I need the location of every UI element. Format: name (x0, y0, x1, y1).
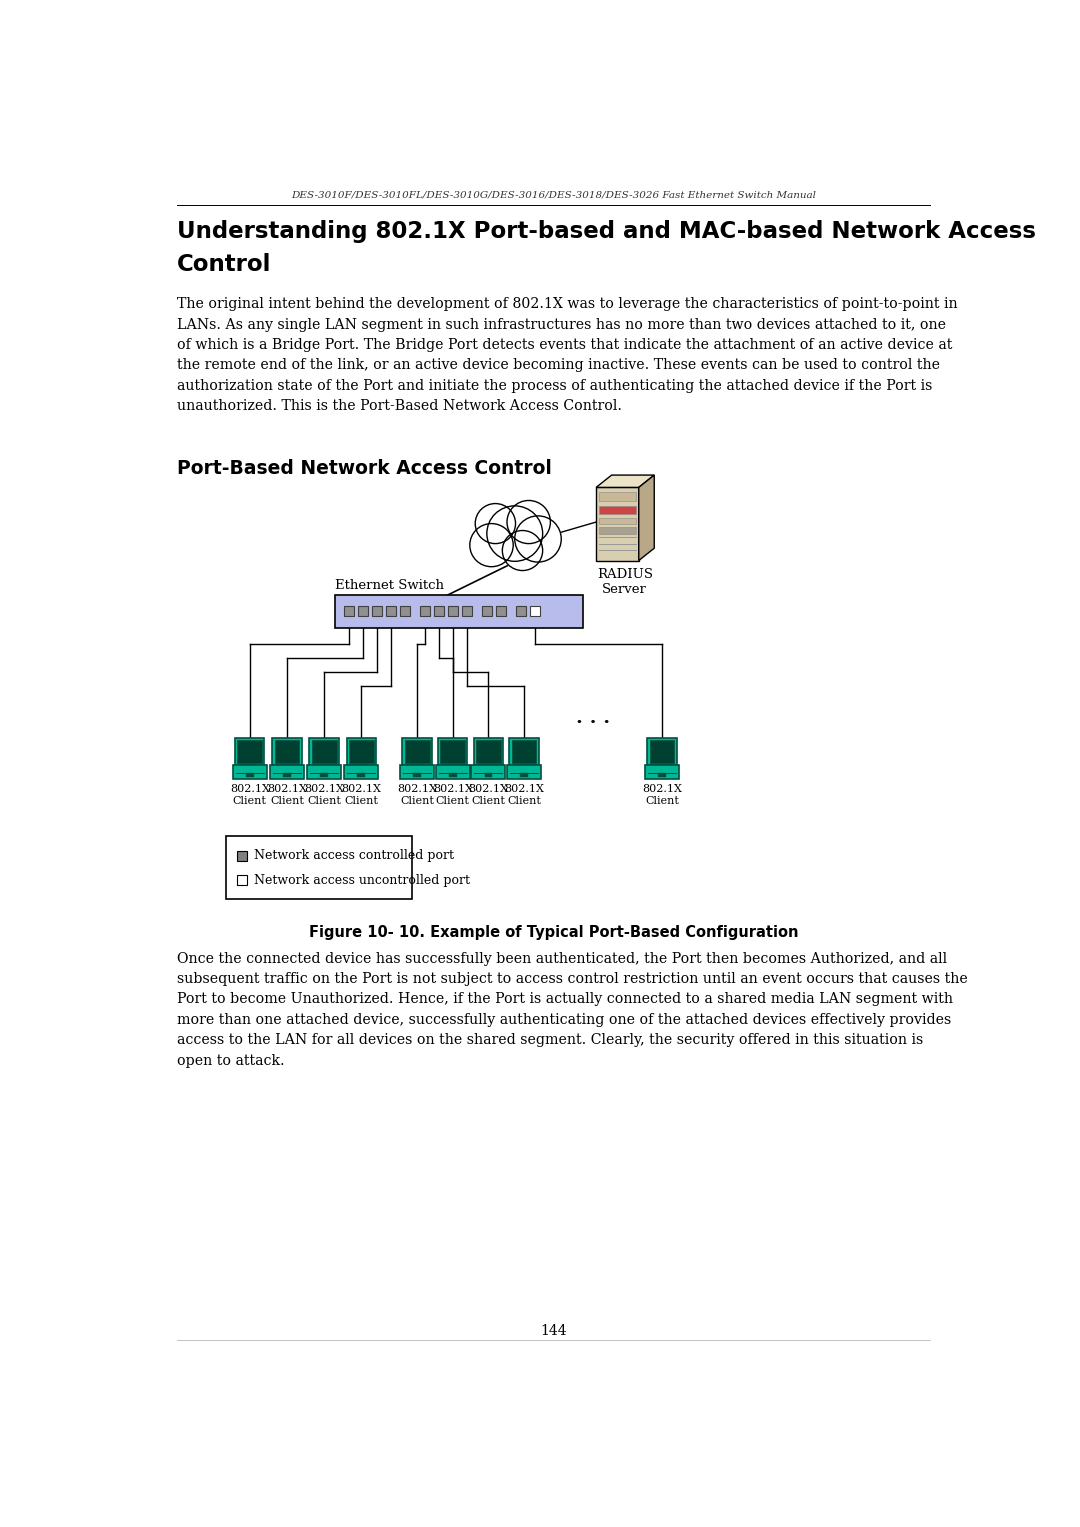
FancyBboxPatch shape (274, 741, 299, 764)
FancyBboxPatch shape (599, 527, 636, 533)
FancyBboxPatch shape (441, 741, 465, 764)
FancyBboxPatch shape (658, 773, 666, 777)
FancyBboxPatch shape (227, 837, 413, 899)
Circle shape (507, 501, 551, 544)
Text: Once the connected device has successfully been authenticated, the Port then bec: Once the connected device has successful… (177, 951, 968, 1067)
FancyBboxPatch shape (471, 765, 505, 779)
Text: Network access controlled port: Network access controlled port (254, 849, 454, 861)
Circle shape (502, 530, 542, 571)
Polygon shape (638, 475, 654, 560)
FancyBboxPatch shape (530, 606, 540, 615)
FancyBboxPatch shape (309, 738, 339, 765)
FancyBboxPatch shape (462, 606, 472, 615)
FancyBboxPatch shape (246, 773, 254, 777)
FancyBboxPatch shape (270, 765, 303, 779)
FancyBboxPatch shape (238, 875, 247, 886)
FancyBboxPatch shape (345, 606, 354, 615)
FancyBboxPatch shape (387, 606, 396, 615)
Text: 802.1X
Client: 802.1X Client (504, 783, 544, 806)
Circle shape (515, 516, 562, 562)
Text: 802.1X
Client: 802.1X Client (469, 783, 509, 806)
FancyBboxPatch shape (403, 738, 432, 765)
FancyBboxPatch shape (347, 738, 376, 765)
Text: Port-Based Network Access Control: Port-Based Network Access Control (177, 460, 552, 478)
FancyBboxPatch shape (307, 765, 341, 779)
FancyBboxPatch shape (405, 741, 430, 764)
FancyBboxPatch shape (235, 738, 265, 765)
FancyBboxPatch shape (414, 773, 421, 777)
FancyBboxPatch shape (599, 492, 636, 501)
Text: The original intent behind the development of 802.1X was to leverage the charact: The original intent behind the developme… (177, 298, 958, 414)
FancyBboxPatch shape (359, 606, 368, 615)
Text: RADIUS
Server: RADIUS Server (597, 568, 652, 596)
FancyBboxPatch shape (373, 606, 382, 615)
FancyBboxPatch shape (476, 741, 501, 764)
FancyBboxPatch shape (357, 773, 365, 777)
FancyBboxPatch shape (449, 773, 457, 777)
FancyBboxPatch shape (474, 738, 503, 765)
FancyBboxPatch shape (507, 765, 541, 779)
Text: 802.1X
Client: 802.1X Client (230, 783, 270, 806)
FancyBboxPatch shape (645, 765, 679, 779)
Circle shape (487, 505, 542, 562)
FancyBboxPatch shape (321, 773, 328, 777)
Text: Network access uncontrolled port: Network access uncontrolled port (254, 873, 470, 887)
Text: . . .: . . . (576, 710, 610, 727)
FancyBboxPatch shape (420, 606, 430, 615)
FancyBboxPatch shape (521, 773, 528, 777)
Text: 802.1X
Client: 802.1X Client (341, 783, 381, 806)
Circle shape (475, 504, 515, 544)
FancyBboxPatch shape (272, 738, 301, 765)
Text: 144: 144 (540, 1324, 567, 1338)
Text: Ethernet Switch: Ethernet Switch (335, 579, 444, 592)
FancyBboxPatch shape (238, 741, 262, 764)
FancyBboxPatch shape (649, 741, 674, 764)
FancyBboxPatch shape (599, 505, 636, 513)
FancyBboxPatch shape (238, 851, 247, 861)
Text: 802.1X
Client: 802.1X Client (397, 783, 437, 806)
FancyBboxPatch shape (349, 741, 374, 764)
Text: Control: Control (177, 252, 271, 275)
FancyBboxPatch shape (435, 765, 470, 779)
Text: Understanding 802.1X Port-based and MAC-based Network Access: Understanding 802.1X Port-based and MAC-… (177, 220, 1036, 243)
FancyBboxPatch shape (482, 606, 492, 615)
FancyBboxPatch shape (312, 741, 337, 764)
FancyBboxPatch shape (232, 765, 267, 779)
Text: 802.1X
Client: 802.1X Client (433, 783, 473, 806)
Text: 802.1X
Client: 802.1X Client (267, 783, 307, 806)
FancyBboxPatch shape (438, 738, 468, 765)
Text: DES-3010F/DES-3010FL/DES-3010G/DES-3016/DES-3018/DES-3026 Fast Ethernet Switch M: DES-3010F/DES-3010FL/DES-3010G/DES-3016/… (291, 191, 816, 200)
FancyBboxPatch shape (283, 773, 291, 777)
FancyBboxPatch shape (485, 773, 492, 777)
Text: 802.1X
Client: 802.1X Client (643, 783, 681, 806)
FancyBboxPatch shape (335, 596, 583, 628)
FancyBboxPatch shape (512, 741, 537, 764)
FancyBboxPatch shape (516, 606, 526, 615)
Text: Figure 10- 10. Example of Typical Port-Based Configuration: Figure 10- 10. Example of Typical Port-B… (309, 925, 798, 939)
FancyBboxPatch shape (647, 738, 677, 765)
FancyBboxPatch shape (345, 765, 378, 779)
Polygon shape (596, 475, 654, 487)
FancyBboxPatch shape (448, 606, 458, 615)
FancyBboxPatch shape (599, 518, 636, 524)
FancyBboxPatch shape (596, 487, 638, 560)
FancyBboxPatch shape (510, 738, 539, 765)
FancyBboxPatch shape (434, 606, 444, 615)
FancyBboxPatch shape (400, 765, 434, 779)
FancyBboxPatch shape (400, 606, 410, 615)
Text: 802.1X
Client: 802.1X Client (305, 783, 345, 806)
FancyBboxPatch shape (496, 606, 507, 615)
Circle shape (470, 524, 513, 567)
